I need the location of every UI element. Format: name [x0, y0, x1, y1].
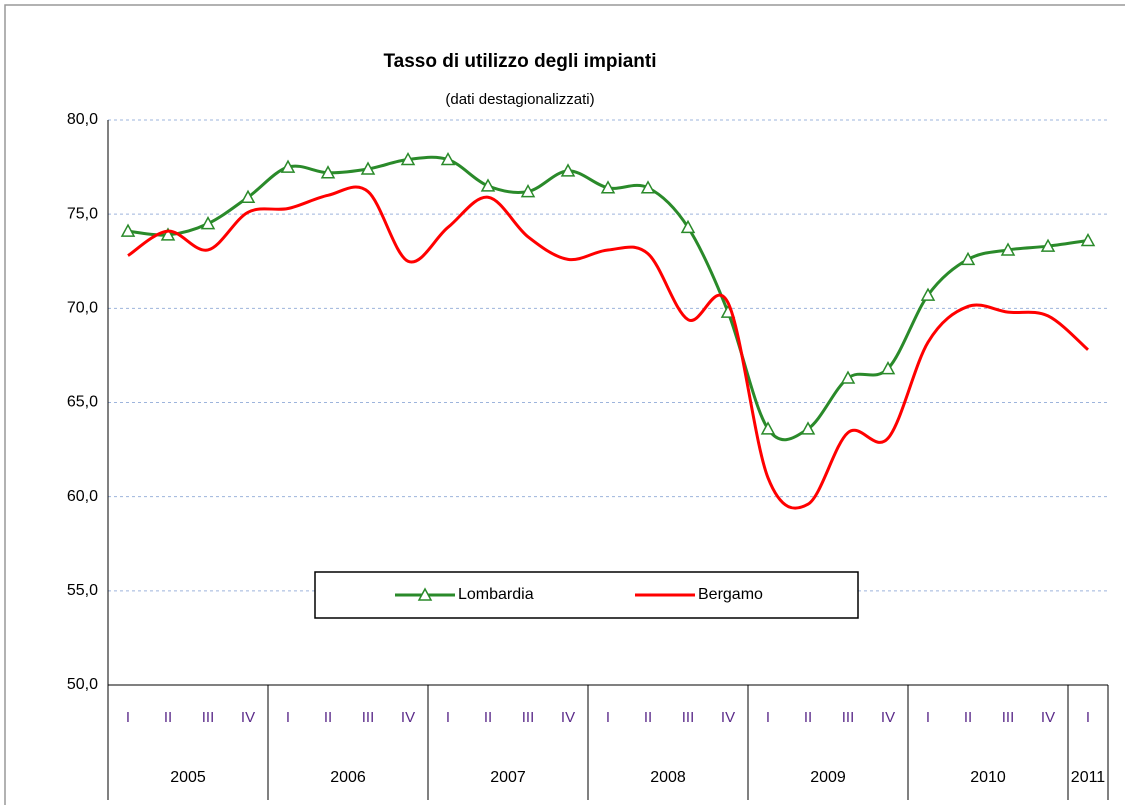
year-label: 2005	[170, 769, 206, 786]
x-tick-label: I	[446, 709, 450, 726]
x-tick-label: I	[126, 709, 130, 726]
data-marker	[200, 216, 216, 230]
data-marker	[560, 163, 576, 177]
x-tick-label: III	[522, 709, 535, 726]
x-tick-label: III	[682, 709, 695, 726]
x-tick-label: II	[324, 709, 332, 726]
x-tick-label: I	[1086, 709, 1090, 726]
year-label: 2010	[970, 769, 1006, 786]
x-tick-label: II	[484, 709, 492, 726]
x-tick-label: III	[1002, 709, 1015, 726]
data-marker	[640, 180, 656, 194]
x-tick-label: I	[926, 709, 930, 726]
x-tick-label: II	[164, 709, 172, 726]
year-label: 2009	[810, 769, 846, 786]
x-tick-label: II	[804, 709, 812, 726]
data-marker	[600, 180, 616, 194]
data-marker	[280, 159, 296, 173]
year-label: 2011	[1071, 769, 1106, 786]
data-marker	[920, 287, 936, 301]
x-tick-label: IV	[401, 709, 415, 726]
x-tick-label: III	[202, 709, 215, 726]
y-tick-label: 55,0	[67, 582, 98, 599]
legend-label: Bergamo	[698, 586, 763, 603]
x-tick-label: IV	[241, 709, 255, 726]
chart-title: Tasso di utilizzo degli impianti	[383, 51, 656, 72]
data-marker	[400, 151, 416, 166]
x-tick-label: I	[766, 709, 770, 726]
y-tick-label: 70,0	[67, 300, 98, 317]
data-marker	[1000, 242, 1016, 256]
legend-marker	[417, 587, 433, 601]
x-tick-label: III	[362, 709, 375, 726]
chart-border	[4, 4, 1125, 805]
data-marker	[120, 223, 136, 237]
data-marker	[840, 370, 856, 384]
y-tick-label: 75,0	[67, 205, 98, 222]
x-tick-label: IV	[881, 709, 895, 726]
x-tick-label: I	[286, 709, 290, 726]
x-tick-label: III	[842, 709, 855, 726]
data-marker	[1040, 238, 1056, 252]
data-marker	[320, 165, 336, 179]
x-tick-label: I	[606, 709, 610, 726]
x-tick-label: II	[964, 709, 972, 726]
year-label: 2008	[650, 769, 686, 786]
y-tick-label: 60,0	[67, 488, 98, 505]
data-marker	[480, 178, 496, 192]
data-marker	[240, 189, 256, 203]
data-marker	[960, 251, 976, 266]
data-marker	[680, 219, 696, 234]
data-marker	[800, 421, 816, 435]
data-marker	[160, 227, 176, 241]
data-marker	[360, 161, 376, 175]
legend-label: Lombardia	[458, 586, 534, 603]
data-marker	[520, 184, 536, 198]
x-tick-label: II	[644, 709, 652, 726]
year-label: 2007	[490, 769, 526, 786]
y-tick-label: 65,0	[67, 394, 98, 411]
year-label: 2006	[330, 769, 366, 786]
series-line	[127, 185, 1089, 510]
data-marker	[440, 151, 456, 166]
y-tick-label: 50,0	[67, 676, 98, 693]
x-tick-label: IV	[721, 709, 735, 726]
x-tick-label: IV	[1041, 709, 1055, 726]
x-tick-label: IV	[561, 709, 575, 726]
y-tick-label: 80,0	[67, 111, 98, 128]
data-marker	[880, 361, 896, 375]
chart-subtitle: (dati destagionalizzati)	[445, 91, 594, 108]
data-marker	[1080, 232, 1096, 247]
data-marker	[760, 421, 776, 435]
